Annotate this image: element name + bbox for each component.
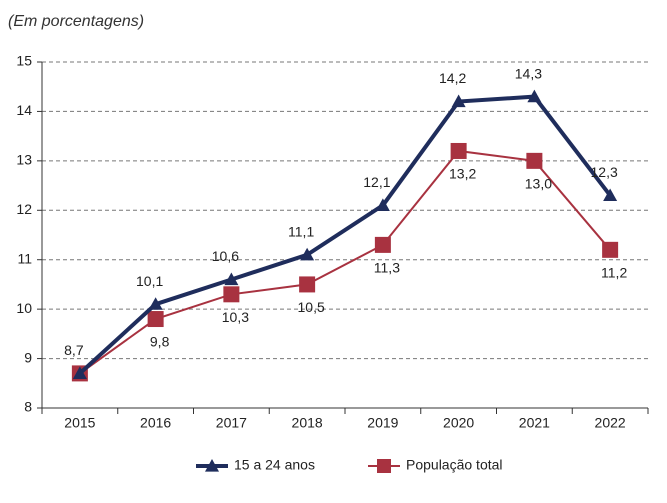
data-label: 9,8 xyxy=(150,334,170,350)
data-label: 12,3 xyxy=(591,164,618,180)
data-label: 14,2 xyxy=(439,70,466,86)
x-tick-label: 2021 xyxy=(519,415,550,431)
data-label: 11,1 xyxy=(288,223,314,239)
legend-label: População total xyxy=(406,457,503,473)
x-tick-label: 2022 xyxy=(595,415,626,431)
marker xyxy=(451,94,466,108)
chart-subtitle: (Em porcentagens) xyxy=(8,13,144,30)
data-label: 13,2 xyxy=(449,166,476,182)
x-tick-label: 2015 xyxy=(64,415,95,431)
marker xyxy=(205,459,219,472)
y-tick-label: 9 xyxy=(24,349,32,365)
marker xyxy=(224,272,239,286)
y-tick-label: 11 xyxy=(17,250,32,266)
marker xyxy=(374,236,391,253)
marker xyxy=(602,241,619,258)
data-label: 10,3 xyxy=(222,309,249,325)
x-tick-label: 2018 xyxy=(292,415,323,431)
marker xyxy=(299,276,316,293)
data-label: 14,3 xyxy=(515,65,542,81)
data-label: 10,1 xyxy=(136,273,163,289)
marker xyxy=(377,459,391,473)
marker xyxy=(375,198,390,211)
series-line xyxy=(79,149,611,375)
marker xyxy=(72,366,87,379)
y-tick-label: 14 xyxy=(16,102,32,118)
y-tick-label: 15 xyxy=(16,53,32,69)
marker xyxy=(527,89,542,103)
y-tick-label: 13 xyxy=(16,152,32,168)
data-label: 11,3 xyxy=(374,260,400,276)
x-tick-label: 2020 xyxy=(443,415,474,431)
data-label: 8,7 xyxy=(64,342,84,358)
data-label: 11,2 xyxy=(601,265,627,281)
y-tick-label: 8 xyxy=(24,399,32,415)
marker xyxy=(148,297,163,310)
marker xyxy=(450,142,467,159)
data-label: 10,5 xyxy=(298,299,325,315)
marker xyxy=(526,152,543,169)
legend-label: 15 a 24 anos xyxy=(234,457,315,473)
x-tick-label: 2019 xyxy=(367,415,398,431)
series-line xyxy=(78,94,612,375)
data-label: 10,6 xyxy=(212,248,239,264)
x-tick-label: 2017 xyxy=(216,415,247,431)
y-tick-label: 12 xyxy=(16,201,32,217)
marker xyxy=(223,286,240,303)
data-label: 13,0 xyxy=(525,176,552,192)
marker xyxy=(603,188,618,202)
data-label: 12,1 xyxy=(363,174,390,190)
marker xyxy=(300,247,315,261)
x-tick-label: 2016 xyxy=(140,415,171,431)
marker xyxy=(147,311,164,328)
y-tick-label: 10 xyxy=(16,300,32,316)
